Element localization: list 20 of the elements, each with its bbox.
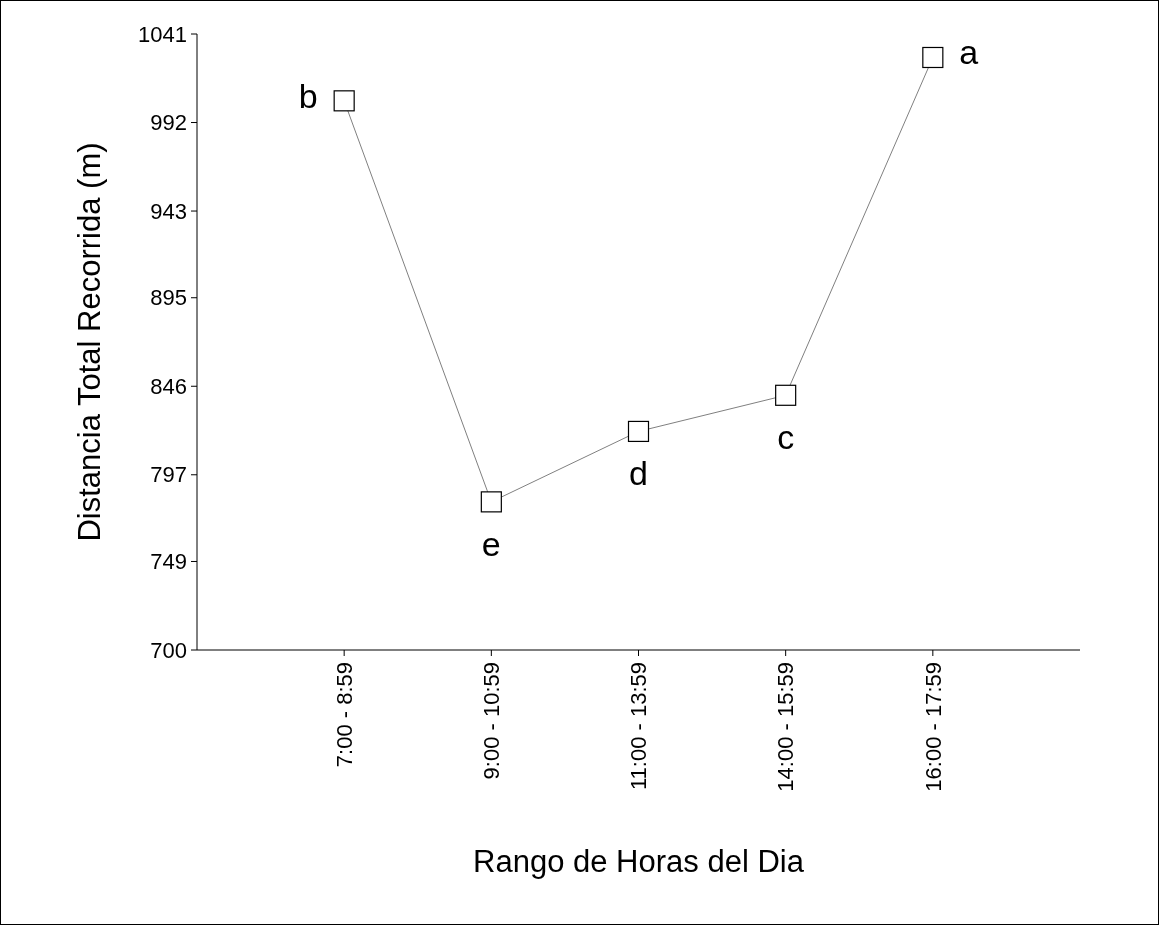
y-tick-label: 846	[150, 373, 187, 399]
annotation: a	[959, 33, 979, 72]
x-tick-label: 14:00 - 15:59	[773, 662, 799, 792]
y-tick-label: 749	[150, 549, 187, 575]
y-tick-label: 992	[150, 110, 187, 136]
x-tick-label: 7:00 - 8:59	[331, 662, 357, 768]
x-axis-title: Rango de Horas del Dia	[473, 844, 805, 879]
x-tick-label: 11:00 - 13:59	[626, 662, 652, 791]
annotation: e	[481, 524, 501, 563]
y-tick-label: 943	[150, 198, 187, 224]
y-tick-label: 700	[150, 637, 187, 663]
annotation: b	[298, 76, 318, 115]
y-axis-title: Distancia Total Recorrida (m)	[72, 142, 107, 542]
y-tick-label: 1041	[138, 21, 187, 47]
y-tick-label: 797	[150, 462, 187, 488]
y-tick-label: 895	[150, 285, 187, 311]
x-tick-label: 9:00 - 10:59	[479, 662, 505, 780]
x-tick-label: 16:00 - 17:59	[920, 662, 946, 792]
annotation: d	[629, 454, 648, 493]
annotation: c	[777, 418, 795, 457]
